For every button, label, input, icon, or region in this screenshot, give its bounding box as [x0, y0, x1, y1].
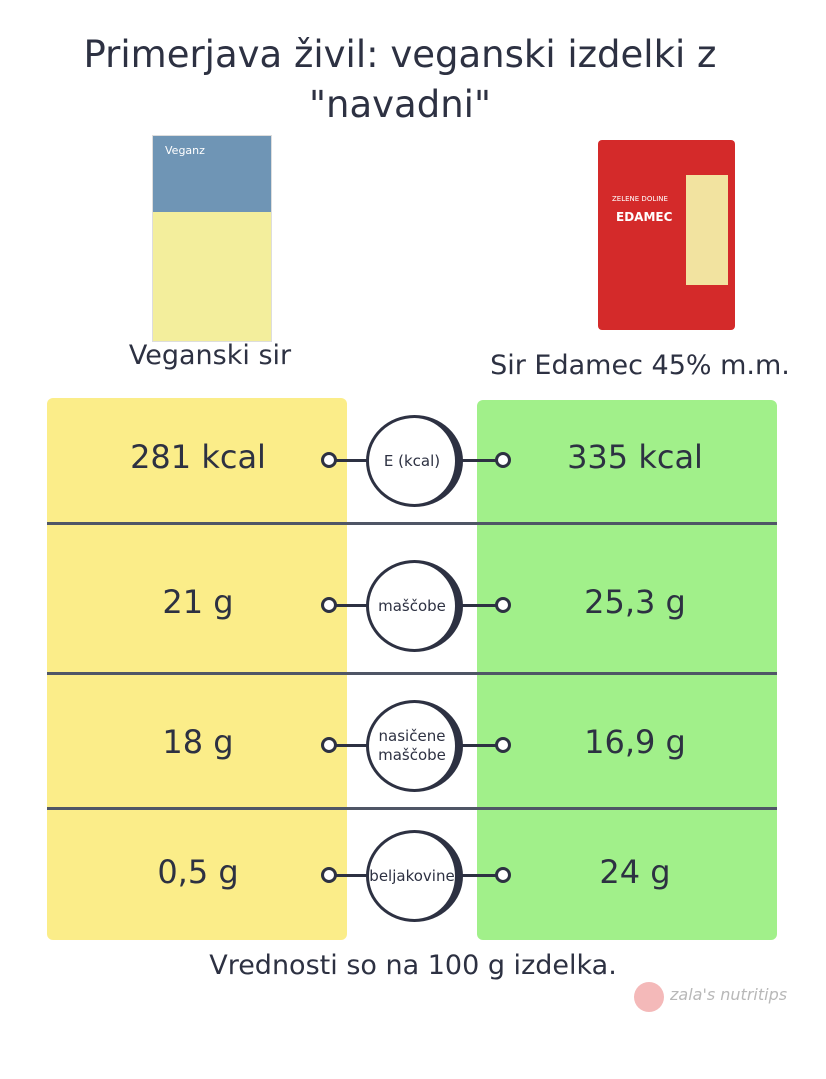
row-label: maščobe: [366, 560, 463, 652]
product-name: Sir Edamec 45% m.m.: [490, 350, 790, 381]
connector-dot: [495, 597, 511, 613]
connector-dot: [495, 867, 511, 883]
divider: [47, 807, 777, 810]
edamec-package: ZELENE DOLINE EDAMEC: [598, 140, 735, 330]
connector-dot: [321, 737, 337, 753]
product-name: Veganski sir: [128, 340, 292, 371]
watermark-icon: [634, 982, 664, 1012]
left-panel: [47, 398, 347, 940]
watermark: zala's nutritips: [670, 985, 788, 1004]
right-panel: [477, 400, 777, 940]
right-value: 335 kcal: [567, 438, 703, 476]
footnote: Vrednosti so na 100 g izdelka.: [209, 950, 617, 981]
connector-dot: [321, 452, 337, 468]
connector-dot: [495, 452, 511, 468]
right-value: 25,3 g: [584, 583, 686, 621]
title: Primerjava živil: veganski izdelki z "na…: [83, 33, 717, 126]
divider: [47, 522, 777, 525]
connector-dot: [321, 867, 337, 883]
left-value: 281 kcal: [130, 438, 266, 476]
left-value: 21 g: [162, 583, 234, 621]
brand: ZELENE DOLINE: [612, 195, 668, 203]
left-value: 0,5 g: [157, 853, 239, 891]
vegan-package: Veganz: [152, 135, 272, 342]
connector-dot: [321, 597, 337, 613]
connector-dot: [495, 737, 511, 753]
row-label: E (kcal): [366, 415, 463, 507]
row-label: nasičene maščobe: [366, 700, 463, 792]
package-label: EDAMEC: [616, 210, 673, 224]
package-label: Veganz: [153, 136, 271, 212]
row-label: beljakovine: [366, 830, 463, 922]
right-value: 16,9 g: [584, 723, 686, 761]
cheese-window: [686, 175, 728, 285]
right-value: 24 g: [599, 853, 671, 891]
left-value: 18 g: [162, 723, 234, 761]
divider: [47, 672, 777, 675]
